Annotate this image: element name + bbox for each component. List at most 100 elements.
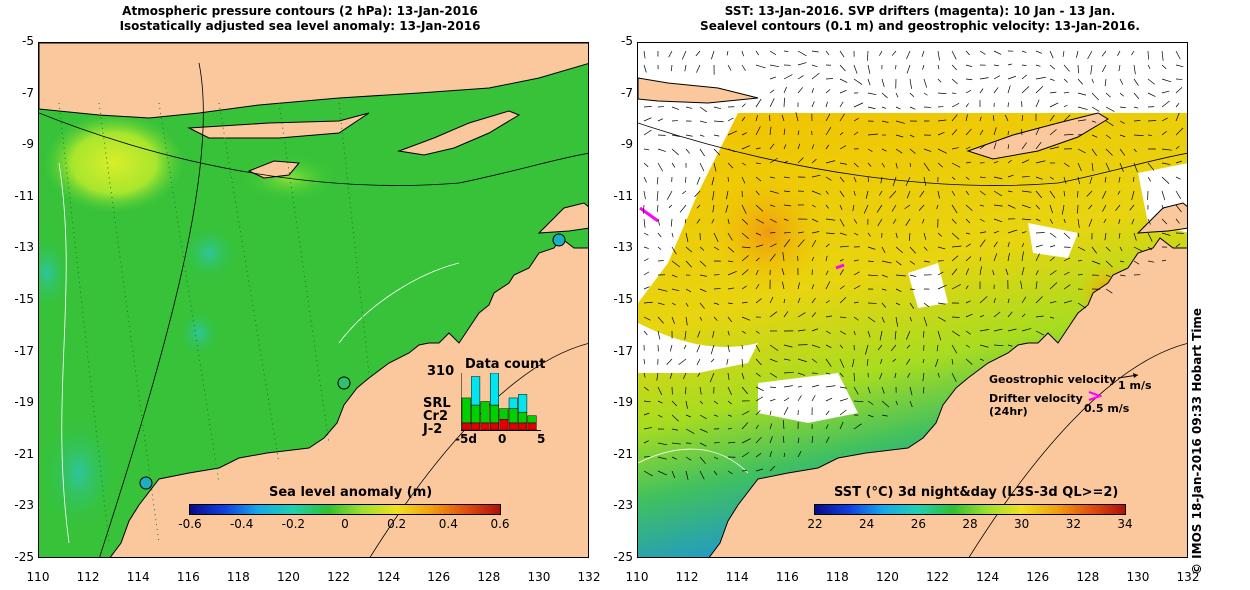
velocity-vector [643,440,649,444]
left-lon-tick: 128 [477,570,501,584]
velocity-vector [696,204,701,209]
velocity-vector [1161,100,1170,108]
velocity-vector [867,232,871,237]
velocity-vector [993,253,998,262]
velocity-vector [1118,232,1121,239]
velocity-vector [935,358,939,367]
left-lon-tick: 112 [76,570,100,584]
velocity-vector [1119,162,1124,173]
velocity-vector [1105,246,1111,252]
velocity-vector [783,385,793,388]
histogram-bar-cr2 [471,404,481,424]
velocity-vector [895,302,901,306]
velocity-vector [825,330,831,334]
velocity-vector [1118,218,1121,224]
velocity-vector [713,302,720,305]
velocity-vector [1021,266,1025,276]
velocity-vector [699,260,707,267]
left-lon-tick: 130 [527,570,551,584]
velocity-vector [993,230,999,234]
velocity-vector [811,231,820,234]
velocity-vector [1161,204,1164,209]
velocity-vector [755,452,762,458]
velocity-vector [769,64,780,68]
velocity-vector [923,176,927,186]
velocity-vector [755,147,761,150]
velocity-vector [781,114,785,122]
velocity-vector [825,232,835,234]
velocity-vector [657,232,662,238]
velocity-vector [993,142,997,150]
velocity-vector [1007,75,1016,80]
velocity-vector [1021,218,1031,221]
velocity-vector [643,218,646,228]
velocity-vector [1161,232,1171,236]
velocity-vector [666,190,673,200]
velocity-vector [825,358,832,367]
velocity-vector [811,204,816,208]
velocity-vector [1007,159,1012,164]
velocity-vector [1020,280,1023,290]
velocity-vector [1035,315,1044,318]
velocity-vector [1161,131,1167,136]
velocity-vector [1077,162,1082,172]
velocity-vector [797,62,807,66]
velocity-vector [727,246,735,253]
velocity-vector [685,414,691,418]
histogram-bar-srl [508,397,518,409]
velocity-vector [1105,106,1115,112]
velocity-vector [993,311,1001,318]
velocity-vector [839,296,847,304]
velocity-vector [965,313,973,318]
velocity-vector [666,358,673,365]
velocity-vector [797,231,804,234]
velocity-vector [937,302,946,305]
velocity-vector [1049,256,1055,262]
velocity-vector [741,438,751,444]
velocity-vector [741,246,751,249]
velocity-vector [979,204,985,207]
velocity-vector [825,144,830,150]
velocity-vector [906,330,911,340]
velocity-vector [993,328,1003,332]
velocity-vector [1049,301,1057,304]
velocity-vector [867,162,872,167]
left-lon-tick: 118 [226,570,250,584]
velocity-vector [699,274,708,277]
velocity-vector [909,400,913,408]
velocity-vector [713,470,718,476]
velocity-vector [1105,288,1113,294]
velocity-vector [783,239,791,248]
velocity-vector [951,344,958,354]
velocity-vector [1091,148,1098,157]
velocity-vector [1063,176,1067,184]
velocity-vector [727,302,733,305]
velocity-vector [685,456,692,461]
velocity-vector [922,372,925,382]
velocity-vector [895,400,898,406]
velocity-vector [906,344,911,349]
velocity-vector [727,64,732,71]
velocity-vector [699,302,705,309]
velocity-vector [993,161,999,164]
left-lat-tick: -9 [22,137,34,152]
right-lat-tick: -19 [613,395,633,410]
velocity-vector [1091,106,1100,112]
sea-level-anomaly-map: Data count 310 SRL Cr2 J-2 -5d 0 5 Sea l… [38,42,589,558]
velocity-vector [894,372,897,379]
velocity-vector [699,120,708,124]
velocity-vector [712,190,715,201]
timor-island [966,112,1109,160]
histogram-bar-cr2 [480,401,490,424]
velocity-vector [694,190,701,198]
left-lat-tick: -13 [14,240,34,255]
velocity-vector [710,358,715,363]
velocity-vector [951,114,958,122]
drifter-velocity-label: Drifter velocity [989,392,1083,405]
velocity-vector [877,218,883,227]
velocity-vector [895,316,899,327]
velocity-vector [671,288,680,292]
velocity-vector [965,103,969,108]
velocity-vector [671,134,680,137]
velocity-vector [755,126,761,136]
